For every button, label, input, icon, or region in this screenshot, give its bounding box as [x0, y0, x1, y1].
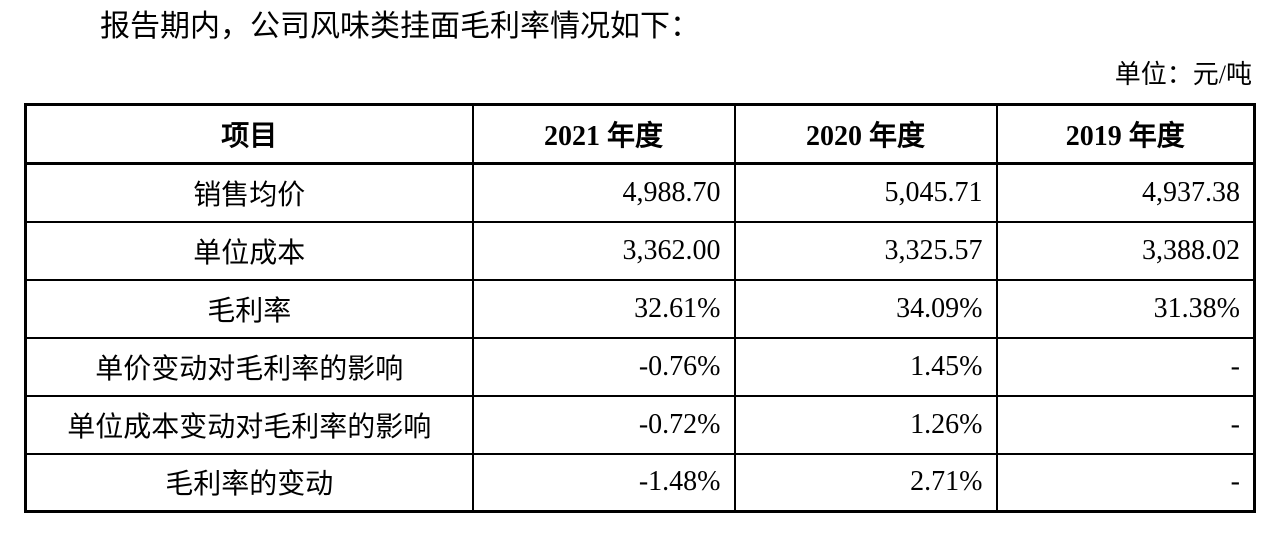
header-year-2020: 2020 年度	[733, 103, 998, 165]
row-label: 毛利率的变动	[24, 452, 474, 513]
row-label: 单位成本	[24, 220, 474, 281]
table-row-unit-cost: 单位成本 3,362.00 3,325.57 3,388.02	[24, 220, 1256, 281]
table-row-price-impact: 单价变动对毛利率的影响 -0.76% 1.45% -	[24, 336, 1256, 397]
header-item: 项目	[24, 103, 474, 165]
value-2019: -	[995, 394, 1256, 455]
row-label: 销售均价	[24, 162, 474, 223]
value-2020: 3,325.57	[733, 220, 998, 281]
value-2021: -1.48%	[471, 452, 736, 513]
value-2019: -	[995, 452, 1256, 513]
header-year-2019: 2019 年度	[995, 103, 1256, 165]
value-2021: -0.72%	[471, 394, 736, 455]
table-row-gross-margin: 毛利率 32.61% 34.09% 31.38%	[24, 278, 1256, 339]
gross-margin-table: 项目 2021 年度 2020 年度 2019 年度 销售均价 4,988.70…	[24, 103, 1256, 513]
unit-label: 单位：元/吨	[1114, 60, 1252, 89]
header-year-2021: 2021 年度	[471, 103, 736, 165]
value-2021: 3,362.00	[471, 220, 736, 281]
value-2021: 32.61%	[471, 278, 736, 339]
value-2019: 4,937.38	[995, 162, 1256, 223]
value-2020: 2.71%	[733, 452, 998, 513]
value-2020: 34.09%	[733, 278, 998, 339]
row-label: 毛利率	[24, 278, 474, 339]
table-header-row: 项目 2021 年度 2020 年度 2019 年度	[24, 103, 1256, 165]
row-label: 单位成本变动对毛利率的影响	[24, 394, 474, 455]
table-row-avg-price: 销售均价 4,988.70 5,045.71 4,937.38	[24, 162, 1256, 223]
value-2020: 1.45%	[733, 336, 998, 397]
row-label: 单价变动对毛利率的影响	[24, 336, 474, 397]
table-row-cost-impact: 单位成本变动对毛利率的影响 -0.72% 1.26% -	[24, 394, 1256, 455]
value-2019: -	[995, 336, 1256, 397]
value-2021: -0.76%	[471, 336, 736, 397]
intro-paragraph: 报告期内，公司风味类挂面毛利率情况如下：	[100, 10, 700, 43]
value-2020: 5,045.71	[733, 162, 998, 223]
value-2020: 1.26%	[733, 394, 998, 455]
value-2021: 4,988.70	[471, 162, 736, 223]
value-2019: 31.38%	[995, 278, 1256, 339]
table-row-margin-change: 毛利率的变动 -1.48% 2.71% -	[24, 452, 1256, 513]
value-2019: 3,388.02	[995, 220, 1256, 281]
